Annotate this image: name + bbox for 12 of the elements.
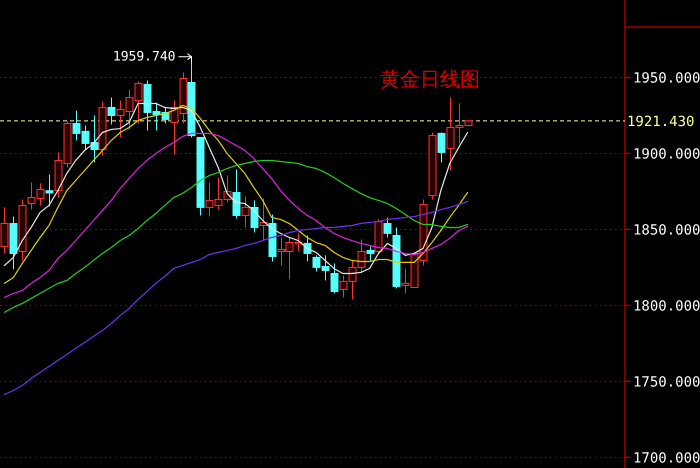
line-series	[4, 132, 468, 298]
line-series	[4, 200, 468, 396]
y-tick-label: 1850.000	[633, 222, 700, 238]
y-tick-label: 1750.000	[633, 374, 700, 390]
annotation: 1959.740	[112, 50, 176, 65]
y-tick-label: 1700.000	[633, 450, 700, 466]
y-tick-label: 1800.000	[633, 298, 700, 314]
y-tick-label: 1950.000	[633, 70, 700, 86]
text: 黄金日线图	[380, 67, 480, 91]
ref-line-label: 1921.430	[627, 114, 694, 130]
y-tick-label: 1900.000	[633, 146, 700, 162]
line-series	[4, 160, 468, 314]
